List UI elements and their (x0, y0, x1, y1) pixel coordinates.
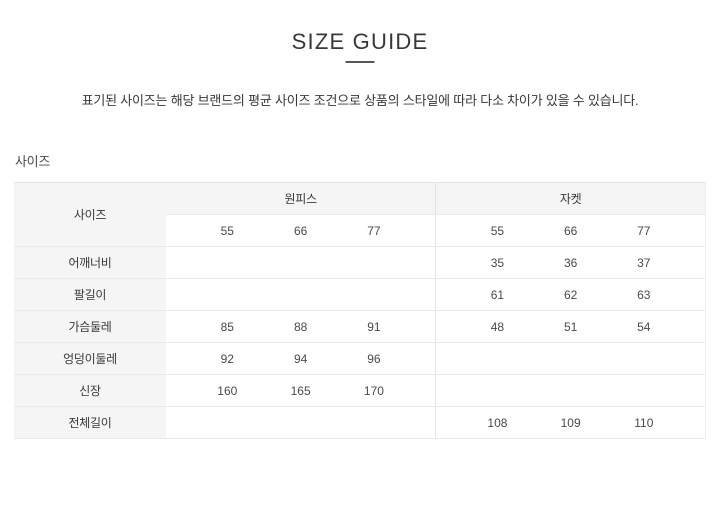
measurement-value: 109 (560, 415, 581, 430)
measurement-value: 165 (290, 383, 311, 398)
measurement-value: 63 (637, 287, 651, 302)
size-number: 66 (293, 223, 308, 238)
measurement-values-jacket: 61 62 63 (435, 278, 706, 311)
measurement-value: 96 (367, 351, 381, 366)
row-label: 전체길이 (14, 406, 166, 439)
measurement-values-dress (166, 406, 436, 439)
measurement-value: 108 (487, 415, 508, 430)
measurement-values-jacket-group: 48 51 54 (436, 320, 705, 334)
page-title: SIZE GUIDE (291, 29, 429, 54)
size-numbers-cell-jacket: 55 66 77 (435, 214, 706, 247)
group-header-jacket: 자켓 (435, 182, 706, 215)
measurement-values-dress-group: 160 165 170 (166, 384, 435, 398)
measurement-values-jacket-group: 35 36 37 (436, 256, 705, 270)
measurement-value: 110 (634, 415, 654, 430)
row-label: 신장 (14, 374, 166, 407)
row-label: 엉덩이둘레 (14, 342, 166, 375)
measurement-value: 88 (293, 319, 308, 334)
measurement-value: 48 (490, 319, 505, 334)
measurement-row: 팔길이 61 62 63 (14, 278, 706, 311)
measurement-value: 37 (637, 255, 651, 270)
measurement-values-jacket-group: 108 109 110 (436, 416, 705, 430)
measurement-value: 91 (367, 319, 381, 334)
size-numbers-cell-dress-group: 55 66 77 (166, 224, 435, 238)
measurement-values-jacket: 48 51 54 (435, 310, 706, 343)
corner-header-size: 사이즈 (14, 182, 166, 247)
measurement-row: 엉덩이둘레 92 94 96 (14, 342, 706, 375)
measurement-row: 전체길이 108 109 110 (14, 406, 706, 439)
measurement-value: 54 (637, 319, 651, 334)
size-number: 77 (637, 223, 651, 238)
size-number: 55 (490, 223, 505, 238)
measurement-values-jacket (435, 342, 706, 375)
measurement-values-dress-group: 85 88 91 (166, 320, 435, 334)
size-number: 66 (563, 223, 578, 238)
measurement-value: 94 (293, 351, 308, 366)
size-number-header-row: 55 66 77 55 66 77 (14, 214, 706, 247)
measurement-values-jacket (435, 374, 706, 407)
measurement-row: 신장 160 165 170 (14, 374, 706, 407)
measurement-values-dress: 160 165 170 (166, 374, 436, 407)
measurement-value: 85 (220, 319, 234, 334)
measurement-value: 62 (563, 287, 578, 302)
row-label: 가슴둘레 (14, 310, 166, 343)
size-table-container: 사이즈 원피스 자켓 55 66 77 55 66 77 어깨너비 35 36 37 팔길이 61 62 63… (14, 182, 706, 439)
measurement-values-jacket: 35 36 37 (435, 246, 706, 279)
measurement-value: 160 (217, 383, 238, 398)
measurement-value: 92 (220, 351, 234, 366)
row-label: 어깨너비 (14, 246, 166, 279)
size-numbers-cell-dress: 55 66 77 (166, 214, 436, 247)
title-divider-line (345, 61, 375, 63)
size-number: 77 (367, 223, 381, 238)
section-label-size: 사이즈 (15, 154, 50, 169)
measurement-value: 35 (490, 255, 505, 270)
measurement-value: 51 (563, 319, 578, 334)
size-number: 55 (220, 223, 234, 238)
measurement-values-jacket: 108 109 110 (435, 406, 706, 439)
measurement-value: 170 (363, 383, 384, 398)
size-guide-description: 표기된 사이즈는 해당 브랜드의 평균 사이즈 조건으로 상품의 스타일에 따라… (81, 93, 639, 108)
measurement-value: 61 (490, 287, 505, 302)
measurement-values-jacket-group: 61 62 63 (436, 288, 705, 302)
measurement-values-dress (166, 278, 436, 311)
measurement-values-dress (166, 246, 436, 279)
measurement-row: 가슴둘레 85 88 91 48 51 54 (14, 310, 706, 343)
measurement-values-dress-group: 92 94 96 (166, 352, 435, 366)
size-table: 사이즈 원피스 자켓 55 66 77 55 66 77 어깨너비 35 36 37 팔길이 61 62 63… (14, 182, 706, 439)
measurement-value: 36 (563, 255, 578, 270)
measurement-row: 어깨너비 35 36 37 (14, 246, 706, 279)
size-numbers-cell-jacket-group: 55 66 77 (436, 224, 705, 238)
group-header-row: 사이즈 원피스 자켓 (14, 182, 706, 247)
measurement-values-dress: 92 94 96 (166, 342, 436, 375)
row-label: 팔길이 (14, 278, 166, 311)
group-header-dress: 원피스 (166, 182, 436, 215)
measurement-values-dress: 85 88 91 (166, 310, 436, 343)
